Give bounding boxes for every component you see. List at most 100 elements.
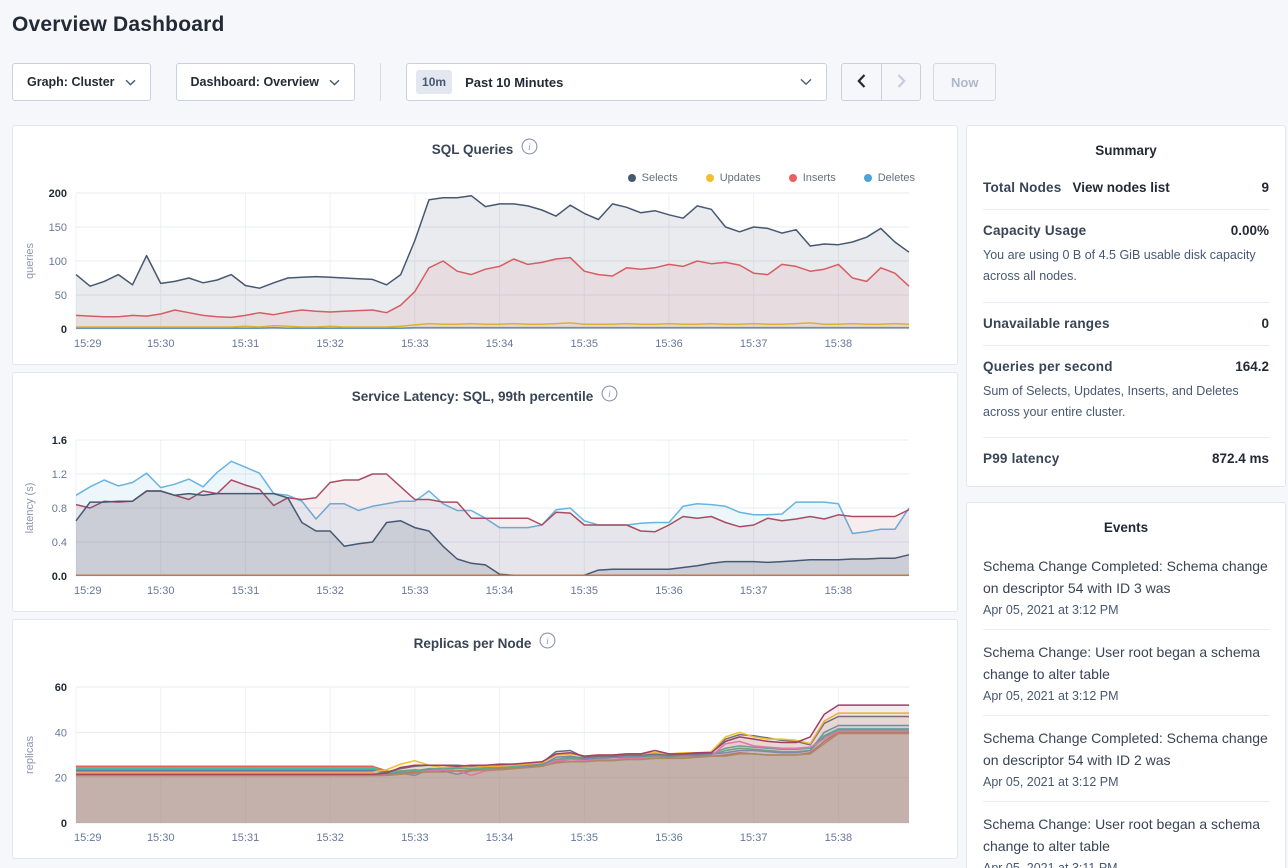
graph-dropdown-label: Graph: Cluster (27, 75, 115, 89)
svg-text:15:35: 15:35 (571, 338, 599, 350)
svg-text:15:34: 15:34 (486, 832, 514, 844)
chevron-down-icon (329, 75, 340, 89)
event-item[interactable]: Schema Change: User root began a schema … (983, 801, 1269, 868)
capacity-usage-value: 0.00% (1230, 223, 1269, 238)
event-timestamp: Apr 05, 2021 at 3:12 PM (983, 689, 1119, 703)
svg-text:15:29: 15:29 (74, 832, 102, 844)
chart-title: Service Latency: SQL, 99th percentile (351, 388, 594, 404)
svg-text:i: i (608, 390, 611, 400)
svg-text:15:38: 15:38 (825, 585, 853, 597)
service-latency-chart[interactable]: 15:29 15:30 15:31 15:32 15:33 15:34 15:35 15:36… (23, 406, 947, 604)
event-message: Schema Change: User root began a schema … (983, 644, 1261, 683)
time-range-label: Past 10 Minutes (465, 74, 564, 90)
dashboard-dropdown[interactable]: Dashboard: Overview (175, 63, 356, 101)
event-message: Schema Change Completed: Schema change o… (983, 558, 1268, 597)
replicas-per-node-panel: Replicas per Node i 15:29 15:30 15:31 15:32… (12, 619, 958, 859)
info-icon[interactable]: i (539, 632, 556, 654)
chevron-down-icon (125, 75, 136, 89)
svg-text:15:33: 15:33 (401, 832, 429, 844)
legend-item-deletes[interactable]: Deletes (863, 172, 915, 184)
info-icon[interactable]: i (521, 138, 538, 160)
svg-text:15:30: 15:30 (147, 585, 175, 597)
unavailable-ranges-row: Unavailable ranges 0 (983, 301, 1269, 345)
time-next-button[interactable] (881, 64, 920, 100)
svg-text:15:32: 15:32 (316, 338, 344, 350)
chevron-right-icon (897, 73, 906, 91)
event-timestamp: Apr 05, 2021 at 3:12 PM (983, 775, 1119, 789)
p99-latency-label: P99 latency (983, 451, 1060, 466)
unavailable-ranges-label: Unavailable ranges (983, 315, 1110, 331)
page-title: Overview Dashboard (12, 13, 225, 36)
total-nodes-label: Total Nodes (983, 180, 1062, 195)
event-message: Schema Change Completed: Schema change o… (983, 730, 1268, 769)
svg-text:15:34: 15:34 (486, 338, 514, 350)
capacity-usage-row: Capacity Usage 0.00% You are using 0 B o… (983, 209, 1269, 302)
legend-label: Updates (719, 172, 761, 184)
time-range-selector[interactable]: 10m Past 10 Minutes (406, 63, 828, 101)
event-item[interactable]: Schema Change Completed: Schema change o… (983, 544, 1269, 629)
graph-dropdown[interactable]: Graph: Cluster (12, 63, 151, 101)
unavailable-ranges-value: 0 (1261, 315, 1269, 331)
svg-text:15:31: 15:31 (232, 832, 260, 844)
events-panel: Events Schema Change Completed: Schema c… (966, 502, 1286, 868)
svg-text:i: i (547, 637, 550, 647)
svg-text:0.4: 0.4 (52, 537, 67, 549)
chart-title: Replicas per Node (413, 635, 532, 651)
sidebar: Summary Total Nodes View nodes list 9 Ca… (966, 125, 1286, 868)
view-nodes-list-link[interactable]: View nodes list (1072, 180, 1170, 195)
total-nodes-value: 9 (1261, 180, 1269, 195)
queries-per-second-label: Queries per second (983, 358, 1113, 374)
replicas-per-node-chart[interactable]: 15:29 15:30 15:31 15:32 15:33 15:34 15:35 15:36… (23, 653, 947, 851)
svg-text:1.6: 1.6 (52, 435, 67, 447)
time-nav-group (841, 63, 922, 101)
p99-latency-row: P99 latency 872.4 ms (983, 437, 1269, 480)
svg-text:15:32: 15:32 (316, 832, 344, 844)
selects-dot-icon (627, 174, 636, 182)
svg-text:15:38: 15:38 (825, 832, 853, 844)
chevron-down-icon (800, 73, 812, 91)
legend-item-inserts[interactable]: Inserts (788, 172, 836, 184)
deletes-dot-icon (863, 174, 872, 182)
summary-title: Summary (1095, 143, 1157, 158)
svg-text:15:32: 15:32 (316, 585, 344, 597)
svg-text:0.0: 0.0 (52, 571, 67, 583)
svg-text:15:36: 15:36 (655, 832, 683, 844)
now-button[interactable]: Now (933, 63, 997, 101)
p99-latency-value: 872.4 ms (1211, 451, 1269, 466)
legend-item-selects[interactable]: Selects (627, 172, 678, 184)
svg-text:queries: queries (24, 242, 36, 279)
svg-text:20: 20 (55, 773, 67, 785)
svg-text:i: i (528, 143, 531, 153)
chart-header: Replicas per Node i (23, 632, 947, 654)
svg-text:15:37: 15:37 (740, 585, 768, 597)
info-icon[interactable]: i (601, 385, 618, 407)
event-item[interactable]: Schema Change Completed: Schema change o… (983, 715, 1269, 801)
svg-text:0: 0 (61, 818, 67, 830)
legend-item-updates[interactable]: Updates (705, 172, 761, 184)
summary-panel: Summary Total Nodes View nodes list 9 Ca… (966, 125, 1286, 487)
svg-text:15:31: 15:31 (232, 585, 260, 597)
legend-label: Selects (641, 172, 678, 184)
svg-text:200: 200 (49, 188, 67, 200)
svg-text:15:31: 15:31 (232, 338, 260, 350)
events-title: Events (1103, 520, 1149, 535)
svg-text:15:36: 15:36 (655, 585, 683, 597)
event-timestamp: Apr 05, 2021 at 3:11 PM (983, 861, 1118, 868)
charts-column: SQL Queries i Selects Updates Inserts De… (12, 125, 958, 859)
svg-text:60: 60 (55, 682, 67, 694)
toolbar: Graph: Cluster Dashboard: Overview 10m P… (12, 63, 1286, 101)
svg-text:latency (s): latency (s) (24, 483, 36, 534)
legend-label: Deletes (877, 172, 915, 184)
sql-queries-chart[interactable]: 15:29 15:30 15:31 15:32 15:33 15:34 15:35 15:36… (23, 159, 947, 357)
main-content: SQL Queries i Selects Updates Inserts De… (12, 125, 1286, 868)
svg-text:15:33: 15:33 (401, 585, 429, 597)
svg-text:15:37: 15:37 (740, 338, 768, 350)
time-prev-button[interactable] (842, 64, 881, 100)
svg-text:15:36: 15:36 (655, 338, 683, 350)
capacity-usage-description: You are using 0 B of 4.5 GiB usable disk… (983, 248, 1256, 284)
svg-text:15:34: 15:34 (486, 585, 514, 597)
inserts-dot-icon (788, 174, 797, 182)
event-item[interactable]: Schema Change: User root began a schema … (983, 629, 1269, 715)
svg-text:15:30: 15:30 (147, 338, 175, 350)
